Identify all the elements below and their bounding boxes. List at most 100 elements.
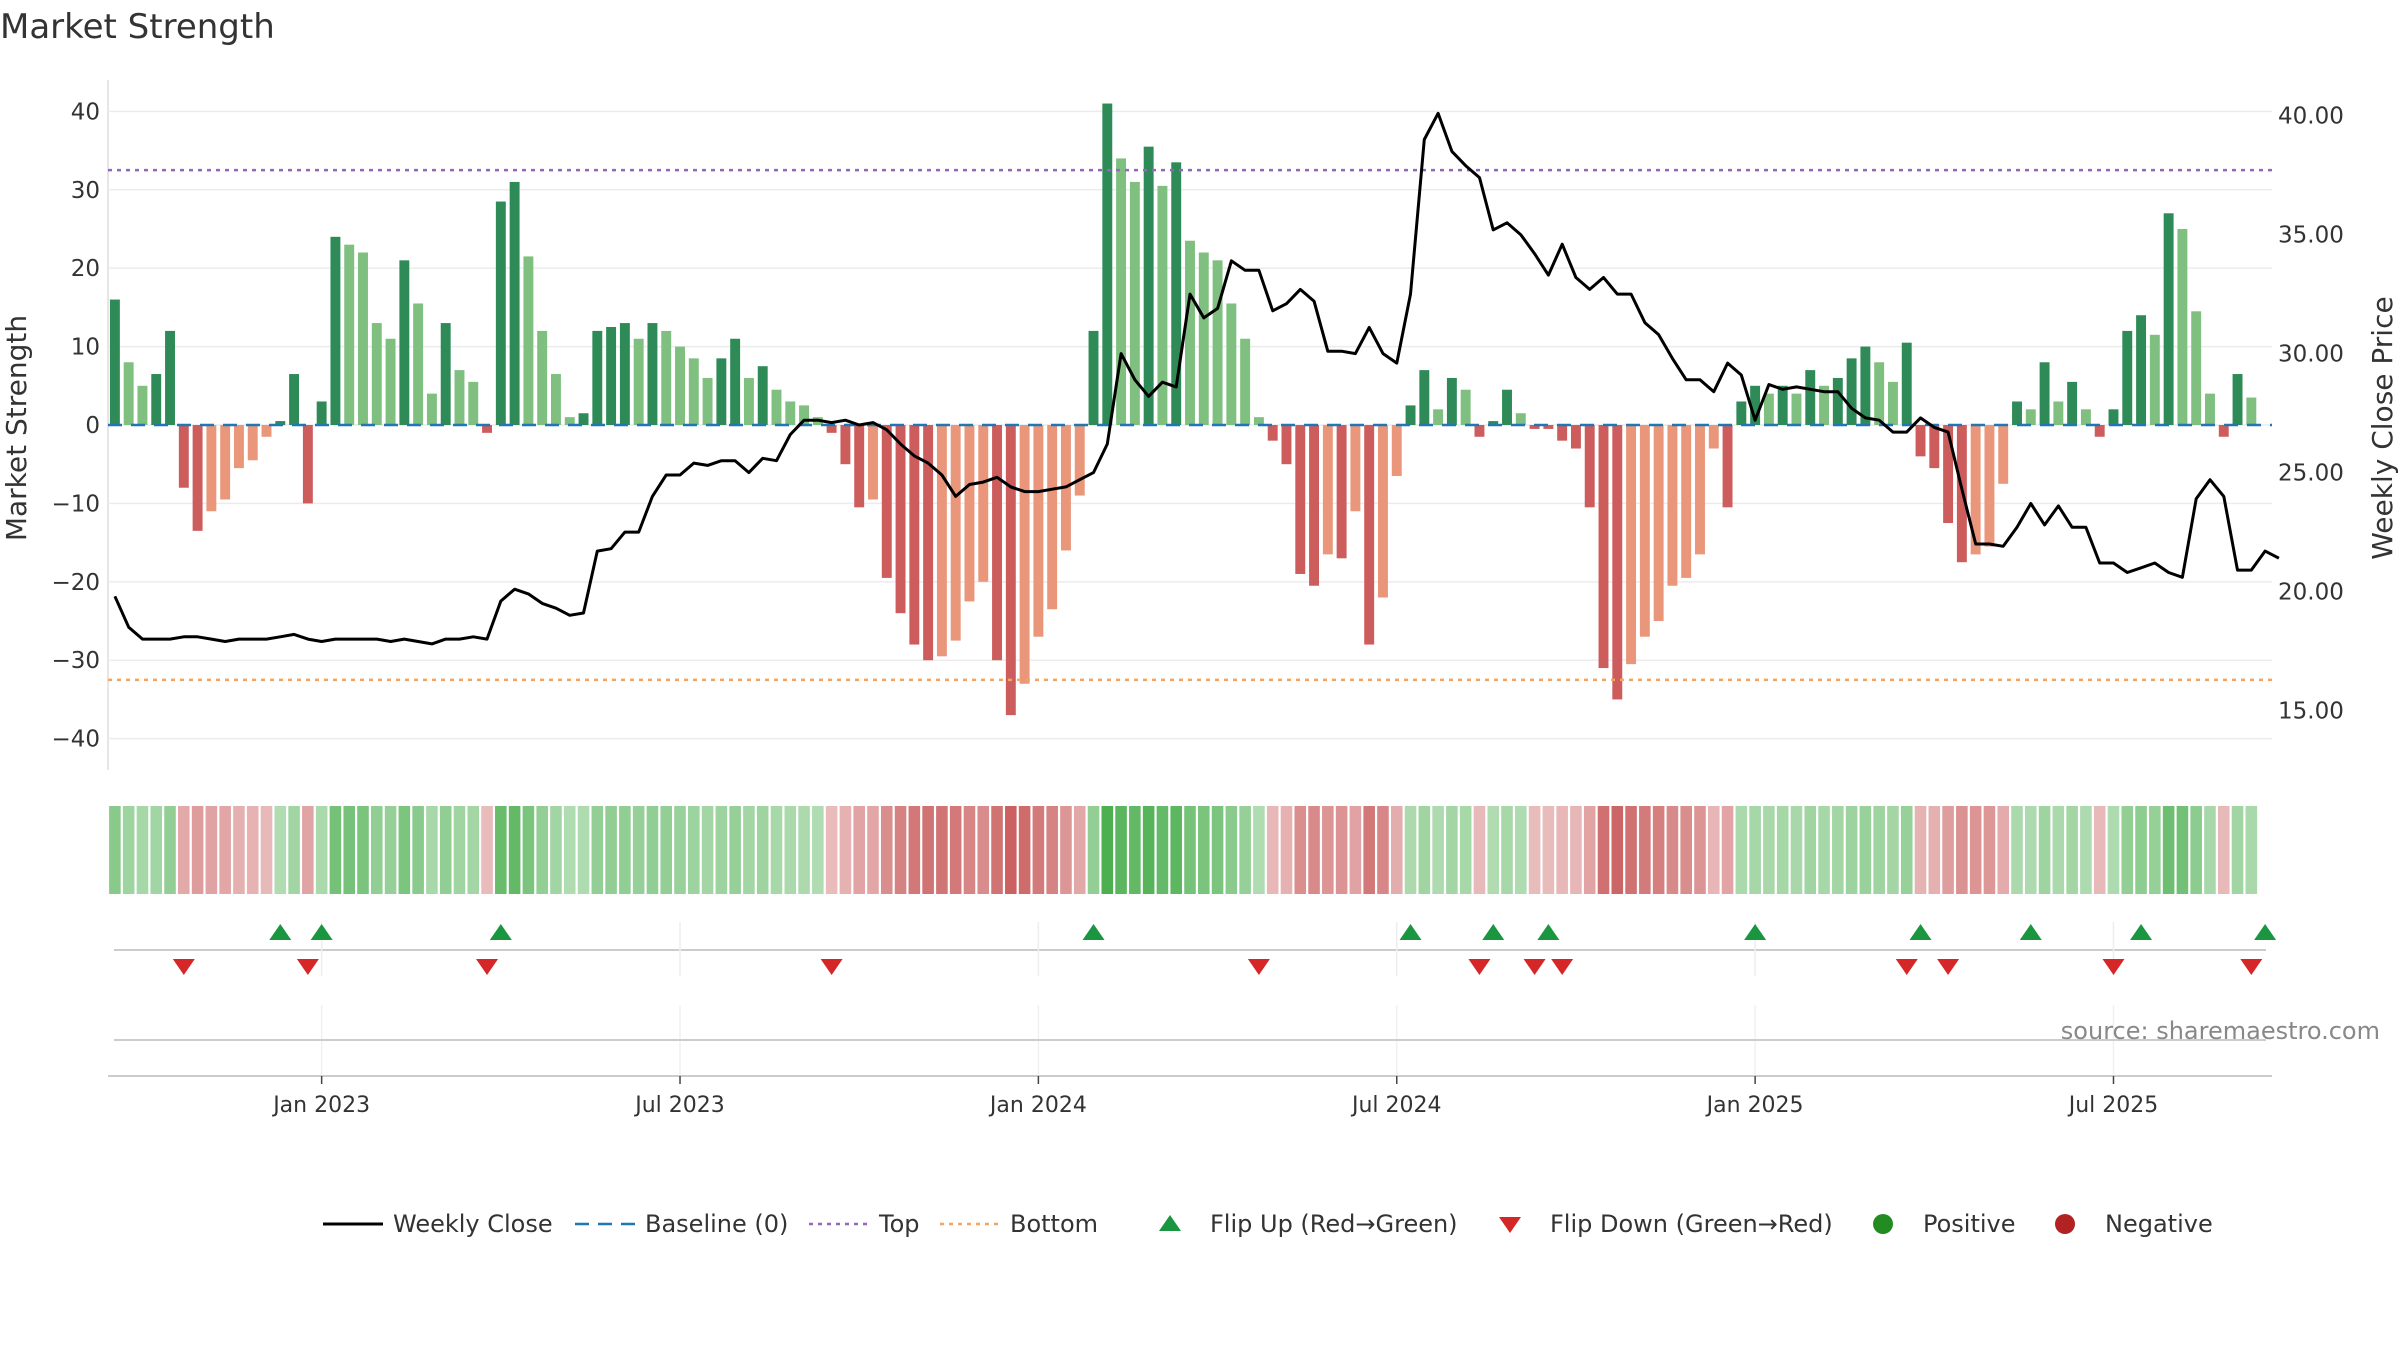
heat-cell	[1749, 806, 1761, 894]
heat-cell	[1473, 806, 1486, 894]
heat-cell	[977, 806, 990, 894]
heat-cell	[1611, 806, 1624, 894]
heat-cell	[384, 806, 397, 894]
strength-bar	[1433, 409, 1444, 425]
strength-bar	[1612, 425, 1623, 700]
state-panel	[108, 1005, 2272, 1077]
heat-cell	[136, 806, 149, 894]
strength-bar	[482, 425, 493, 433]
strength-bar	[316, 401, 327, 425]
y-tick-label: −30	[51, 648, 100, 674]
strength-bar	[1309, 425, 1320, 586]
heat-cell	[1556, 806, 1568, 894]
strength-bar	[1295, 425, 1306, 574]
heat-cell	[1652, 806, 1665, 894]
strength-bar	[964, 425, 975, 602]
strength-bar	[2108, 409, 2119, 425]
heat-cell	[205, 806, 218, 894]
y-axis-ticks: 40 30 20 10 0 −10 −20 −30 −40	[51, 99, 100, 752]
heat-cell	[1115, 806, 1127, 894]
y-tick-label: −20	[51, 570, 100, 596]
heat-cell	[1997, 806, 2010, 894]
strength-bar	[2025, 409, 2036, 425]
heat-cell	[839, 806, 852, 894]
flip-markers-panel	[114, 922, 2277, 976]
heat-cell	[1446, 806, 1458, 894]
strength-bar	[1419, 370, 1430, 425]
strength-bar	[371, 323, 382, 425]
flip-down-marker	[2102, 959, 2125, 975]
heat-cell	[164, 806, 176, 894]
heat-cell	[219, 806, 231, 894]
heat-cell	[495, 806, 507, 894]
strength-bar	[137, 385, 148, 425]
heat-cell	[2217, 806, 2230, 894]
strength-bar	[1915, 425, 1926, 457]
strength-bar	[1901, 342, 1912, 425]
y-tick-label: −40	[51, 727, 100, 753]
strength-bar	[523, 256, 534, 425]
strength-bar	[1943, 425, 1954, 524]
heat-cell	[784, 806, 797, 894]
strength-bar	[923, 425, 934, 661]
heat-cell	[908, 806, 921, 894]
chart-title: Market Strength	[0, 7, 275, 47]
heat-cell	[1501, 806, 1513, 894]
strength-bar	[302, 425, 313, 504]
strength-bar	[275, 421, 286, 425]
strength-bar	[151, 374, 162, 425]
heat-cell	[550, 806, 562, 894]
strength-bar	[385, 338, 396, 425]
heat-cell	[1170, 806, 1183, 894]
heat-cell	[729, 806, 741, 894]
heat-cell	[191, 806, 204, 894]
flip-down-marker	[1247, 959, 1270, 975]
heat-cell	[701, 806, 714, 894]
strength-bar	[606, 326, 617, 425]
strength-bar	[1570, 425, 1581, 449]
strength-bar	[592, 330, 603, 425]
heat-cell	[922, 806, 934, 894]
heat-cell	[853, 806, 865, 894]
heat-cell	[2135, 806, 2147, 894]
heat-cell	[1487, 806, 1500, 894]
strength-bar	[1667, 425, 1678, 586]
legend-item: Positive	[1873, 1210, 2016, 1238]
strength-bar	[895, 425, 906, 614]
strength-bar	[2163, 213, 2174, 425]
y-tick-label: 30	[71, 178, 100, 204]
heat-cell	[1156, 806, 1169, 894]
strength-bar	[1653, 425, 1664, 622]
y-tick-label: 0	[85, 413, 100, 439]
heat-cell	[1266, 806, 1279, 894]
strength-bar	[785, 401, 796, 425]
legend-label: Top	[878, 1210, 920, 1238]
strength-bar	[1736, 401, 1747, 425]
heat-cell	[426, 806, 438, 894]
strength-bar	[716, 358, 727, 425]
heat-cell	[1032, 806, 1045, 894]
flip-up-marker	[1537, 924, 1560, 940]
heat-cell	[880, 806, 893, 894]
strength-bar	[1860, 346, 1871, 425]
strength-bar	[1088, 330, 1099, 425]
strength-bar	[743, 377, 754, 425]
flip-down-marker	[820, 959, 843, 975]
x-tick-label: Jul 2025	[2067, 1093, 2159, 1118]
heat-cell	[963, 806, 976, 894]
strength-bar	[881, 425, 892, 578]
y2-tick-label: 25.00	[2278, 461, 2344, 487]
heat-cell	[1914, 806, 1927, 894]
heat-cell	[1942, 806, 1954, 894]
strength-bar	[2067, 381, 2078, 425]
y-axis-label: Market Strength	[0, 315, 33, 541]
strength-bar	[1047, 425, 1058, 610]
strength-bar	[992, 425, 1002, 661]
strength-bar	[757, 366, 768, 425]
legend-circle-icon	[1873, 1214, 1893, 1234]
heat-cell	[1060, 806, 1072, 894]
flip-down-marker	[1523, 959, 1546, 975]
flip-up-marker	[489, 924, 512, 940]
legend: Weekly Close Baseline (0) Top Bottom Flip Up…	[323, 1210, 2213, 1238]
